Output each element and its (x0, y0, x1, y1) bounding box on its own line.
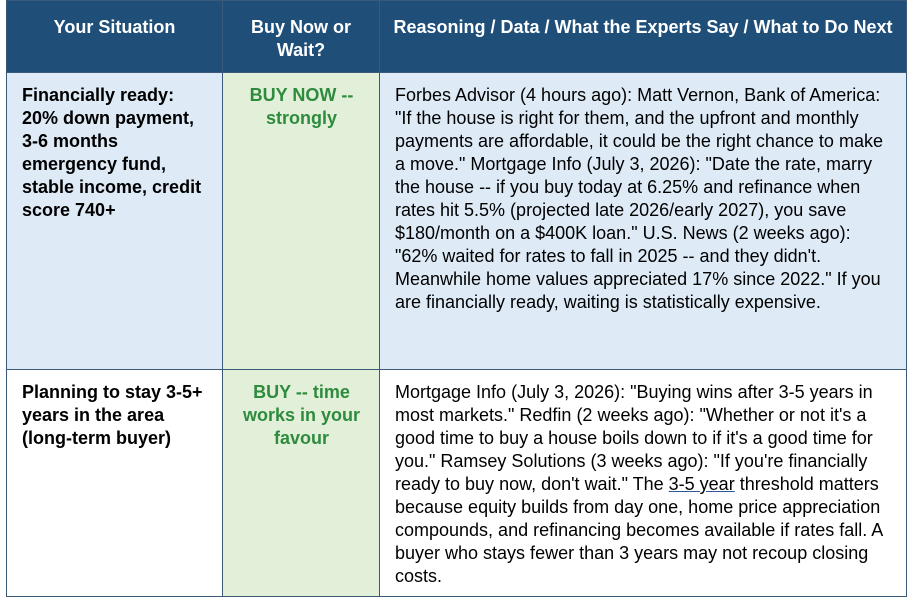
table-header: Your Situation Buy Now or Wait? Reasonin… (6, 0, 907, 73)
header-cell: Buy Now or Wait? (222, 0, 380, 73)
reasoning-cell: Mortgage Info (July 3, 2026): "Buying wi… (379, 369, 907, 597)
table-body: Financially ready: 20% down payment, 3-6… (6, 72, 907, 597)
recommendation-cell: BUY NOW -- strongly (222, 72, 380, 370)
header-cell: Reasoning / Data / What the Experts Say … (379, 0, 907, 73)
text-run: Mortgage Info (July 3, 2026): "Buying wi… (395, 382, 873, 494)
situation-cell: Financially ready: 20% down payment, 3-6… (6, 72, 223, 370)
underlined-text: 3-5 year (668, 474, 735, 494)
header-row: Your Situation Buy Now or Wait? Reasonin… (6, 0, 907, 73)
table-row: Planning to stay 3-5+ years in the area … (6, 369, 907, 597)
reasoning-cell: Forbes Advisor (4 hours ago): Matt Verno… (379, 72, 907, 370)
text-run: threshold matters because equity builds … (395, 474, 883, 586)
situation-cell: Planning to stay 3-5+ years in the area … (6, 369, 223, 597)
situation-table: Your Situation Buy Now or Wait? Reasonin… (6, 0, 907, 597)
recommendation-cell: BUY -- time works in your favour (222, 369, 380, 597)
header-cell: Your Situation (6, 0, 223, 73)
table-row: Financially ready: 20% down payment, 3-6… (6, 72, 907, 370)
